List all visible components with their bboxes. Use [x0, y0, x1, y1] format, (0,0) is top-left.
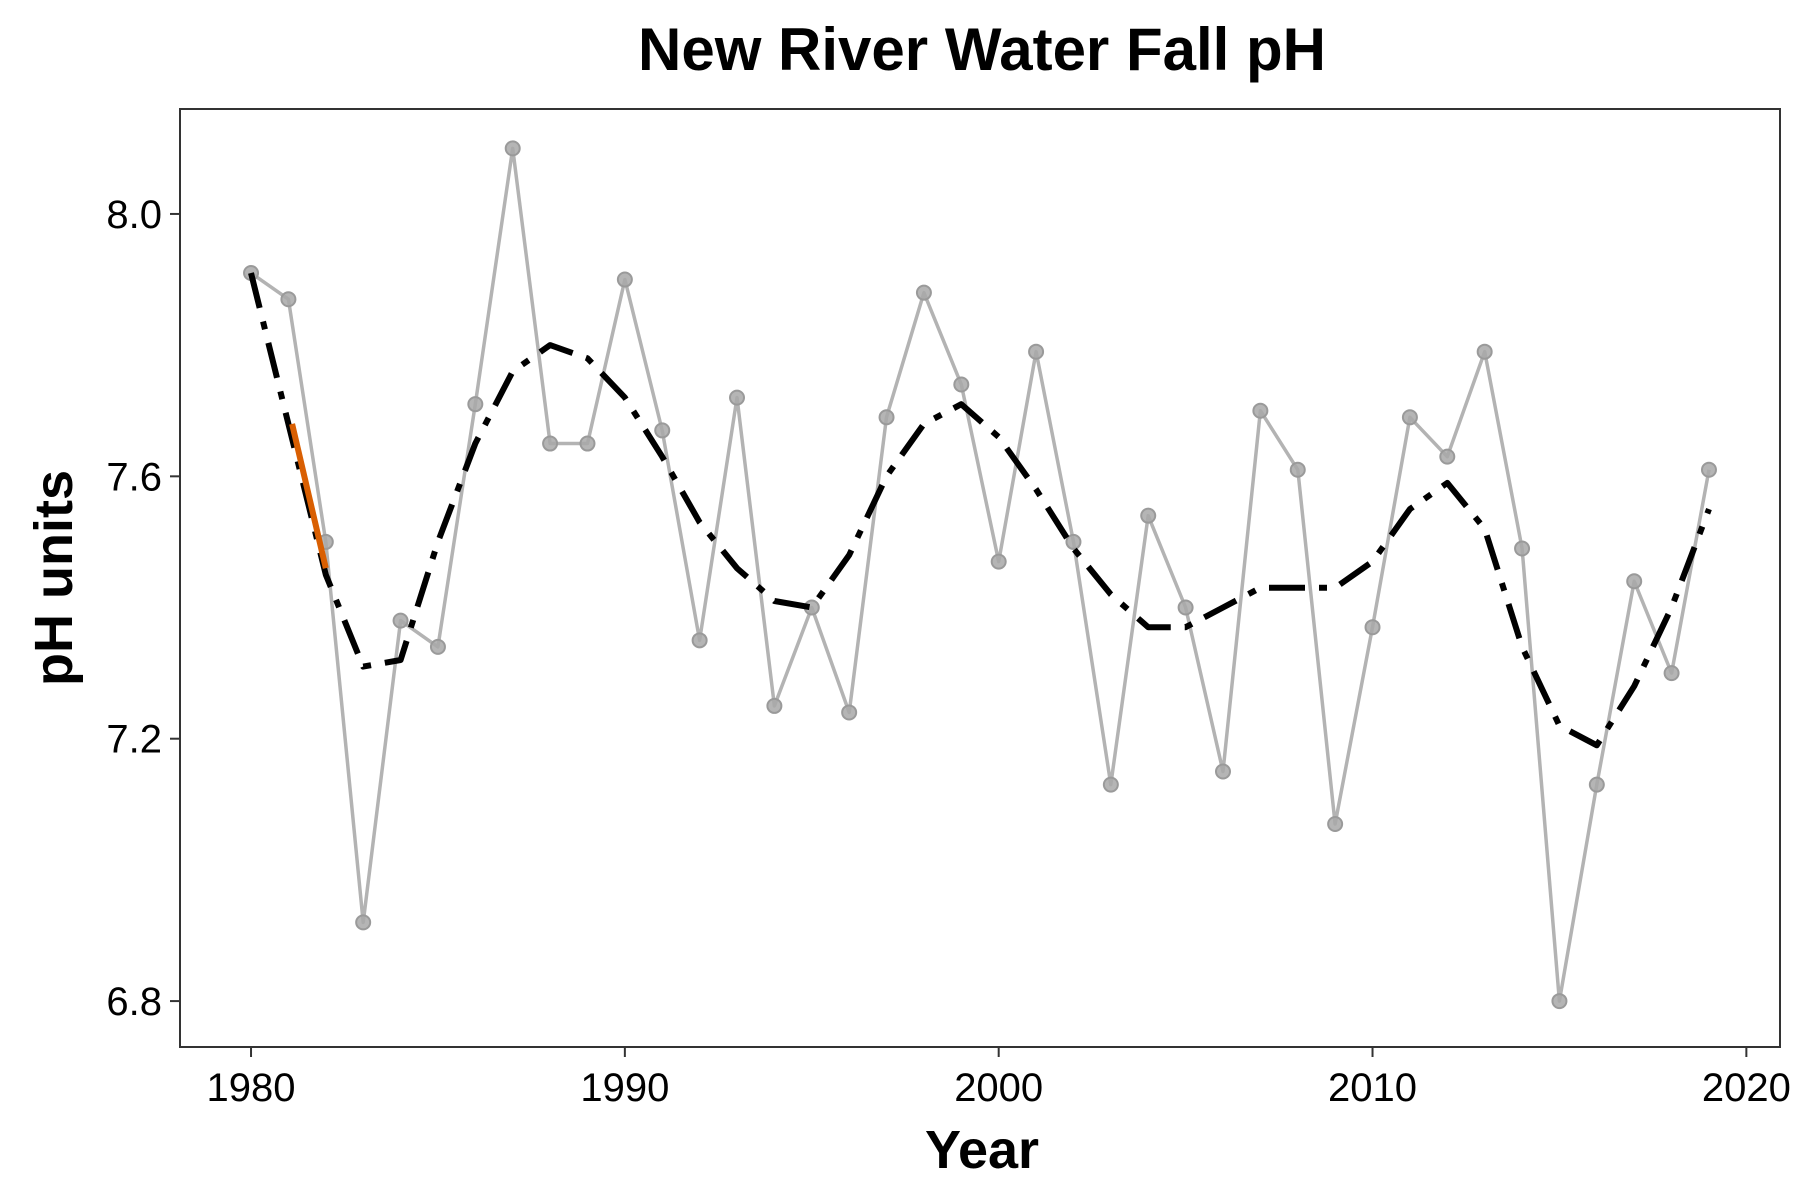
observed-ph-point-2006: [1214, 763, 1231, 780]
observed-ph-point-1999: [953, 376, 970, 393]
observed-ph-point-2000: [990, 553, 1007, 570]
y-axis: 6.8 7.2 7.6 8.0: [106, 193, 180, 1024]
observed-ph-point-1996: [841, 704, 858, 721]
observed-ph-point-1994: [766, 697, 783, 714]
observed-ph-point-2004: [1140, 507, 1157, 524]
observed-ph-point-2014: [1514, 540, 1531, 557]
observed-ph-point-2008: [1289, 461, 1306, 478]
observed-ph-point-2011: [1401, 409, 1418, 426]
observed-ph-point-2012: [1439, 448, 1456, 465]
observed-ph-point-1993: [729, 389, 746, 406]
observed-ph-point-2017: [1626, 573, 1643, 590]
observed-ph-point-1983: [355, 914, 372, 931]
observed-ph-point-1981: [280, 291, 297, 308]
observed-ph-point-2010: [1364, 619, 1381, 636]
observed-ph-point-1997: [878, 409, 895, 426]
observed-ph-point-1989: [579, 435, 596, 452]
y-tick-label: 7.6: [106, 455, 162, 499]
observed-ph-point-1987: [504, 140, 521, 157]
y-axis-title: pH units: [24, 470, 84, 686]
chart-title: New River Water Fall pH: [638, 16, 1326, 83]
trend-line: [248, 272, 1712, 749]
plot-panel-border: [179, 108, 1781, 1048]
x-tick-label: 2020: [1702, 1066, 1791, 1110]
observed-ph-point-2015: [1551, 993, 1568, 1010]
observed-ph-point-2016: [1588, 776, 1605, 793]
x-tick-label: 1980: [207, 1066, 296, 1110]
x-tick-label: 1990: [580, 1066, 669, 1110]
observed-ph-point-1986: [467, 396, 484, 413]
observed-ph-point-2013: [1476, 343, 1493, 360]
y-tick-label: 8.0: [106, 193, 162, 237]
observed-ph-point-2002: [1065, 533, 1082, 550]
observed-ph-point-2018: [1663, 665, 1680, 682]
observed-ph-point-1998: [915, 284, 932, 301]
x-tick-label: 2000: [954, 1066, 1043, 1110]
series-layer: [243, 140, 1717, 1010]
y-tick-label: 7.2: [106, 718, 162, 762]
observed-ph-point-1991: [654, 422, 671, 439]
x-axis: 1980 1990 2000 2010 2020: [207, 1047, 1791, 1110]
observed-ph-line: [249, 146, 1711, 1003]
observed-ph-point-2007: [1252, 402, 1269, 419]
y-tick-label: 6.8: [106, 980, 162, 1024]
observed-ph-point-2001: [1028, 343, 1045, 360]
observed-ph-point-1992: [691, 632, 708, 649]
observed-ph-point-2003: [1102, 776, 1119, 793]
x-tick-label: 2010: [1328, 1066, 1417, 1110]
observed-ph-point-1985: [429, 638, 446, 655]
observed-ph-point-1984: [392, 612, 409, 629]
observed-ph-point-2005: [1177, 599, 1194, 616]
highlight-segment: [289, 423, 329, 569]
x-axis-title: Year: [925, 1120, 1039, 1180]
observed-ph-point-2019: [1700, 461, 1717, 478]
observed-ph-point-2009: [1327, 815, 1344, 832]
observed-ph-point-1988: [542, 435, 559, 452]
observed-ph-point-1990: [616, 271, 633, 288]
